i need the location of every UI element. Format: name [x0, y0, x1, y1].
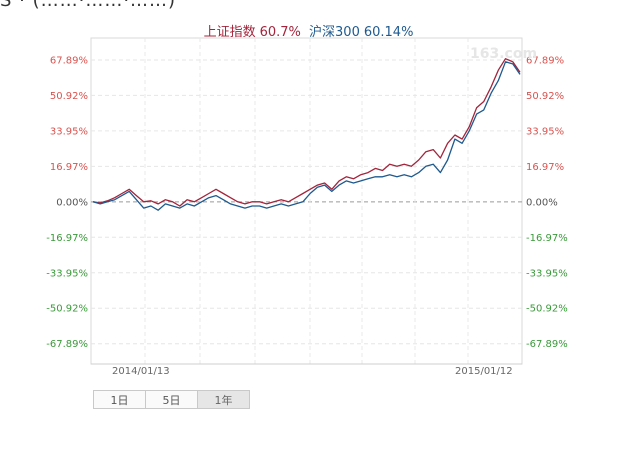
- range-buttons: 1日 5日 1年: [93, 390, 250, 410]
- range-button-5d-label: 5日: [162, 393, 181, 407]
- x-tick-start: 2014/01/13: [112, 366, 170, 377]
- y-tick-label-right: 33.95%: [526, 126, 564, 137]
- y-ticks-right: 67.89% 50.92% 33.95% 16.97% 0.00% -16.97% -33.…: [526, 55, 568, 350]
- y-tick-label-left: -67.89%: [46, 339, 88, 350]
- y-tick-label-right: -67.89%: [526, 339, 568, 350]
- y-tick-label-right: 67.89%: [526, 55, 564, 66]
- header-title-cut: S · (……·……·……): [0, 0, 617, 14]
- chart-legend: 上证指数 60.7% 沪深300 60.14%: [0, 21, 617, 40]
- plot-frame: [90, 37, 523, 365]
- y-tick-label-left: -50.92%: [46, 304, 88, 315]
- y-tick-label-left: 50.92%: [50, 91, 88, 102]
- y-tick-label-left: 0.00%: [56, 197, 88, 208]
- watermark: 163.com: [470, 46, 537, 62]
- range-button-1y-label: 1年: [214, 393, 233, 407]
- y-tick-label-right: -16.97%: [526, 233, 568, 244]
- y-ticks-left: 67.89% 50.92% 33.95% 16.97% 0.00% -16.97% -33.…: [46, 55, 88, 350]
- y-tick-label-right: -33.95%: [526, 268, 568, 279]
- series-line-sh: [92, 58, 521, 207]
- series-layer: [92, 58, 521, 211]
- y-tick-label-right: 16.97%: [526, 162, 564, 173]
- header-title-fragment: S · (……·……·……): [0, 0, 177, 11]
- y-tick-label-left: -33.95%: [46, 268, 88, 279]
- y-tick-label-right: -50.92%: [526, 304, 568, 315]
- y-tick-label-right: 0.00%: [526, 197, 558, 208]
- range-button-1d-label: 1日: [110, 393, 129, 407]
- legend-sh-value: 60.7%: [259, 25, 301, 40]
- y-tick-label-left: -16.97%: [46, 233, 88, 244]
- y-tick-label-left: 67.89%: [50, 55, 88, 66]
- legend-sh-label: 上证指数: [203, 25, 256, 40]
- range-button-5d[interactable]: 5日: [145, 390, 198, 409]
- legend-hs-value: 60.14%: [363, 25, 414, 40]
- series-line-hs: [92, 61, 521, 211]
- y-tick-label-left: 16.97%: [50, 162, 88, 173]
- y-tick-label-right: 50.92%: [526, 91, 564, 102]
- range-button-1y[interactable]: 1年: [197, 390, 250, 409]
- x-tick-end: 2015/01/12: [455, 366, 513, 377]
- range-button-1d[interactable]: 1日: [93, 390, 146, 409]
- y-tick-label-left: 33.95%: [50, 126, 88, 137]
- legend-hs-label: 沪深300: [309, 25, 360, 40]
